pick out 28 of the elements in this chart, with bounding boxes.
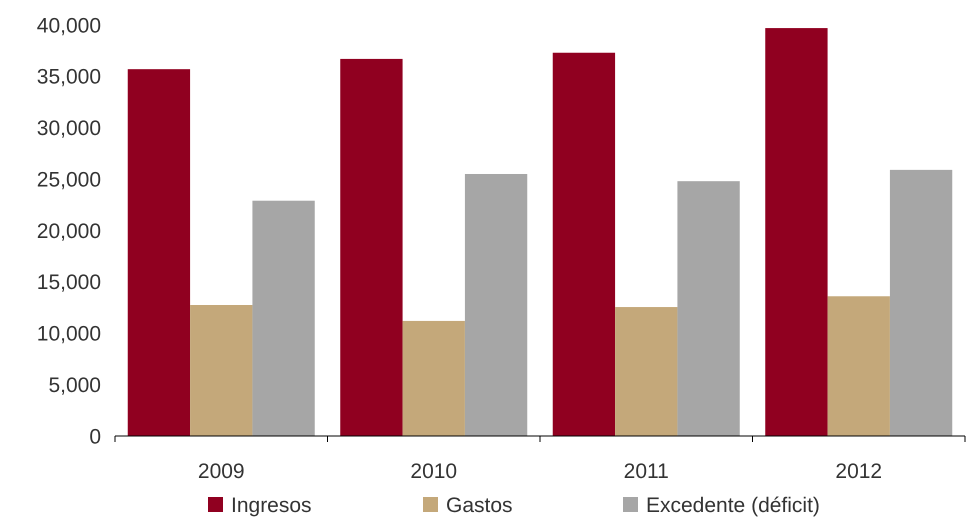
bar bbox=[252, 200, 315, 436]
bar bbox=[340, 58, 403, 436]
y-tick-label: 5,000 bbox=[48, 374, 101, 397]
bar bbox=[828, 296, 890, 436]
legend-label: Ingresos bbox=[231, 494, 312, 517]
y-tick-label: 30,000 bbox=[36, 117, 101, 140]
x-tick-label: 2012 bbox=[835, 460, 882, 483]
bar bbox=[615, 307, 678, 436]
bar bbox=[677, 181, 740, 436]
bar bbox=[464, 174, 528, 436]
x-tick-label: 2011 bbox=[624, 460, 669, 483]
x-tick-label: 2009 bbox=[198, 460, 245, 483]
y-tick-label: 10,000 bbox=[36, 322, 101, 346]
y-tick-label: 35,000 bbox=[36, 66, 101, 89]
legend-label: Excedente (déficit) bbox=[646, 494, 820, 517]
bar bbox=[402, 320, 465, 436]
y-tick-label: 0 bbox=[89, 425, 101, 448]
x-tick-label: 2010 bbox=[410, 460, 458, 483]
bar bbox=[552, 52, 616, 436]
bar bbox=[128, 69, 190, 436]
bar bbox=[765, 28, 828, 436]
y-tick-label: 40,000 bbox=[36, 14, 101, 38]
legend-label: Gastos bbox=[446, 494, 513, 517]
y-tick-label: 20,000 bbox=[36, 220, 101, 243]
y-tick-label: 25,000 bbox=[36, 168, 101, 192]
y-tick-label: 15,000 bbox=[36, 271, 101, 294]
bar bbox=[190, 304, 252, 436]
bar bbox=[890, 170, 952, 436]
